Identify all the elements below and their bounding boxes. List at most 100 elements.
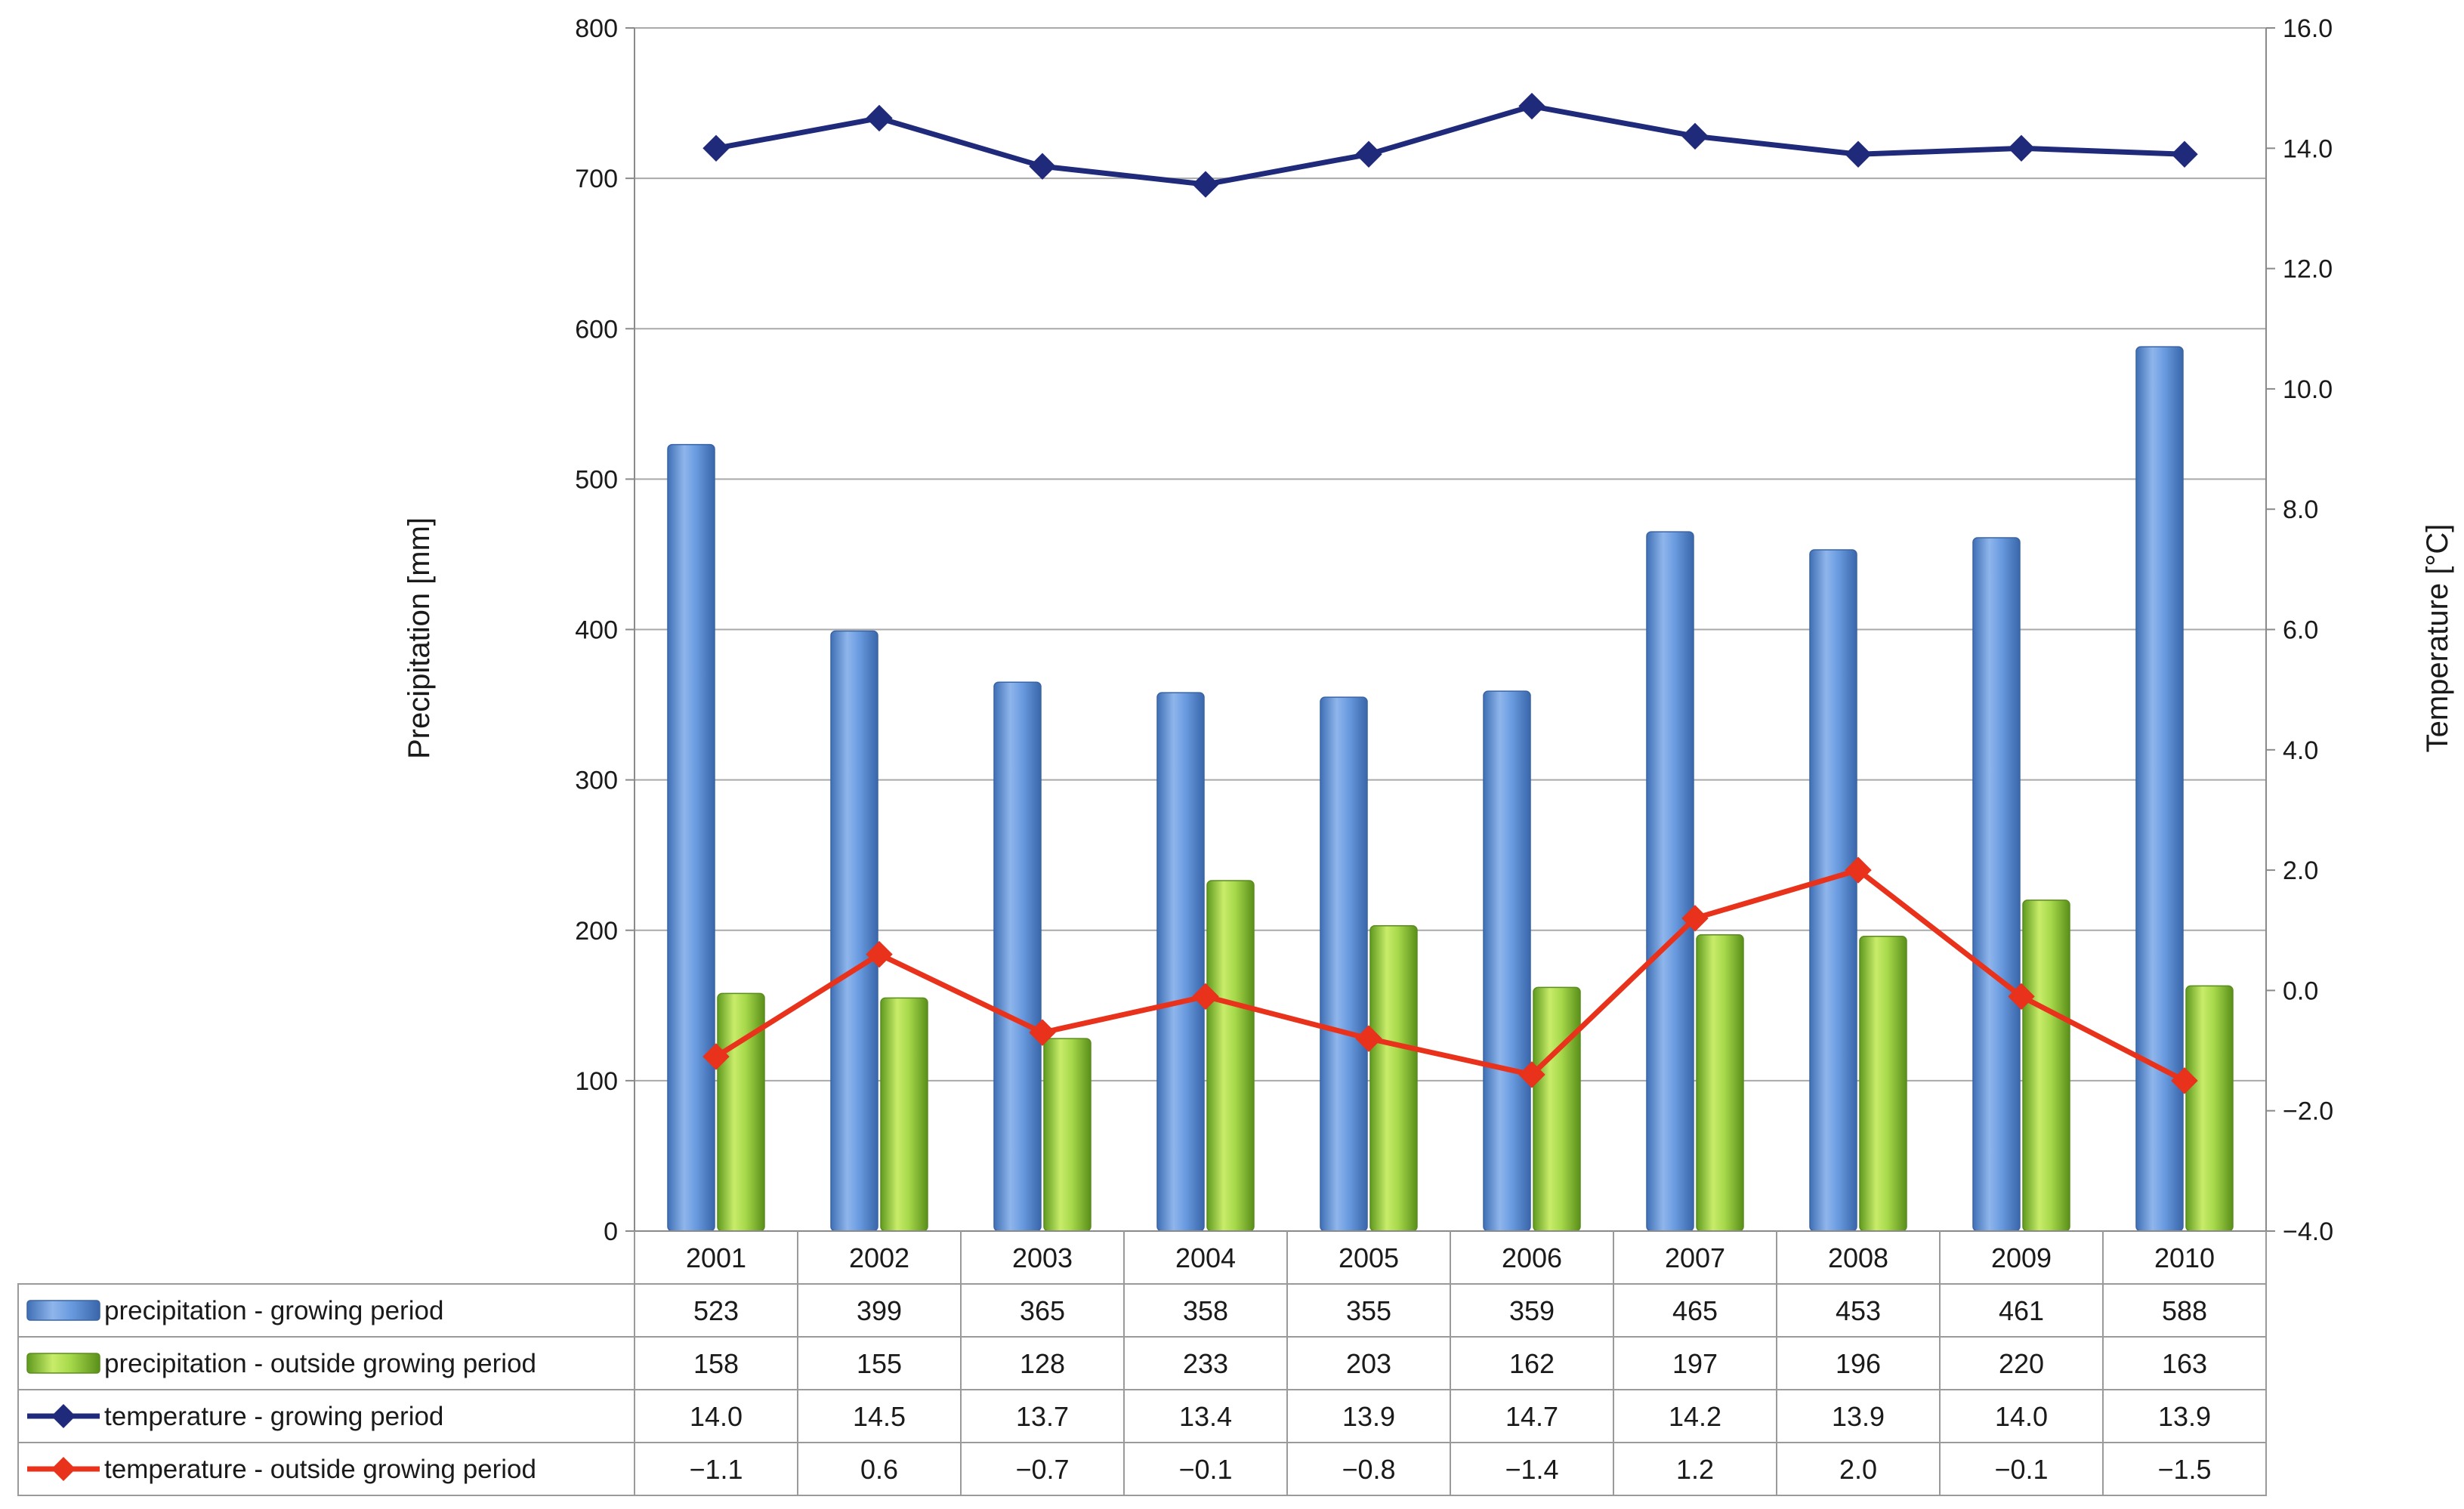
table-cell-value: 13.9	[2158, 1401, 2211, 1432]
y2-tick-label: 12.0	[2283, 255, 2333, 284]
table-cell-value: 196	[1836, 1348, 1881, 1379]
bar-growing-period	[667, 443, 715, 1232]
y-tick-label: 500	[575, 465, 618, 494]
y-tick-label: 800	[575, 14, 618, 43]
table-cell-value: −1.5	[2157, 1454, 2211, 1485]
bar-outside-growing-period	[880, 997, 928, 1232]
bar-outside-growing-period	[1369, 925, 1418, 1232]
x-category-label: 2007	[1665, 1242, 1725, 1273]
bar-outside-growing-period	[1696, 933, 1744, 1232]
table-cell-value: −0.1	[1994, 1454, 2048, 1485]
bar-outside-growing-period	[1043, 1038, 1092, 1232]
y-tick-label: 200	[575, 917, 618, 946]
table-cell-value: 14.0	[690, 1401, 743, 1432]
legend-key-growing-bar	[26, 1300, 100, 1321]
bars	[667, 346, 2234, 1232]
bar-growing-period	[1972, 537, 2021, 1232]
y2-tick-label: −4.0	[2283, 1217, 2333, 1246]
table-cell-value: 203	[1346, 1348, 1391, 1379]
bar-outside-growing-period	[1859, 935, 1907, 1232]
temp-growing-marker	[1681, 122, 1709, 150]
temp-outside-marker	[1681, 905, 1709, 932]
y2-tick-label: 16.0	[2283, 14, 2333, 43]
legend-label: temperature - outside growing period	[104, 1455, 536, 1484]
y2-tick-label: 14.0	[2283, 134, 2333, 163]
temp-growing-marker	[2008, 134, 2035, 162]
temp-outside-marker	[1355, 1025, 1382, 1052]
table-cell-value: 155	[857, 1348, 902, 1379]
legend-label: temperature - growing period	[104, 1402, 443, 1431]
legend-key-temp-outside-marker	[51, 1457, 76, 1481]
temp-outside-marker	[1518, 1061, 1545, 1088]
table-cell-value: 14.0	[1995, 1401, 2048, 1432]
data-table: 2001 2002 2003 2004 2005 2006 2007 2008 2009 2010…	[17, 1231, 2267, 1496]
temp-growing-marker	[1845, 140, 1872, 168]
y-tick-label: 700	[575, 165, 618, 193]
x-category-label: 2002	[849, 1242, 909, 1273]
bar-growing-period	[1809, 549, 1857, 1232]
table-cell-value: 359	[1509, 1295, 1555, 1326]
table-cell-value: 588	[2162, 1295, 2207, 1326]
bar-outside-growing-period	[1206, 880, 1255, 1232]
table-cell-value: 358	[1183, 1295, 1228, 1326]
lines	[702, 92, 2198, 1094]
table-cell-value: 14.5	[853, 1401, 906, 1432]
bar-outside-growing-period	[1533, 986, 1581, 1232]
table-cell-value: 163	[2162, 1348, 2207, 1379]
axes: 0 100 200 300 400 500 600 700 800 −4.0 −2.0 0.0 2.0 4…	[575, 14, 2333, 1246]
y2-axis-title: Temperature [°C]	[2421, 524, 2454, 753]
temp-outside-marker	[2008, 983, 2035, 1011]
temp-growing-marker	[702, 134, 730, 162]
table-cell-value: 523	[693, 1295, 739, 1326]
y-tick-label: 300	[575, 767, 618, 795]
bar-growing-period	[1156, 692, 1205, 1232]
table-cell-value: 13.9	[1832, 1401, 1885, 1432]
table-cell-value: 399	[857, 1295, 902, 1326]
x-category-label: 2004	[1175, 1242, 1236, 1273]
temp-growing-marker	[866, 104, 893, 132]
table-cell-value: 13.4	[1179, 1401, 1232, 1432]
y2-tick-label: 2.0	[2283, 856, 2318, 885]
table-cell-value: 2.0	[1839, 1454, 1877, 1485]
y-axis-title: Precipitation [mm]	[403, 517, 436, 759]
legend-label: precipitation - outside growing period	[104, 1349, 536, 1378]
temp-growing-line	[715, 103, 2185, 187]
table-cell-value: 162	[1509, 1348, 1555, 1379]
y2-tick-label: 8.0	[2283, 495, 2318, 524]
y2-tick-label: 10.0	[2283, 375, 2333, 404]
table-cell-value: 465	[1672, 1295, 1718, 1326]
temp-growing-marker	[1355, 140, 1382, 168]
temp-growing-marker	[1192, 171, 1219, 198]
y2-tick-label: 6.0	[2283, 616, 2318, 645]
x-category-label: 2001	[686, 1242, 746, 1273]
table-cell-value: −0.7	[1015, 1454, 1069, 1485]
y2-tick-label: −2.0	[2283, 1097, 2333, 1126]
table-cell-value: 0.6	[860, 1454, 898, 1485]
x-category-label: 2010	[2154, 1242, 2215, 1273]
temp-outside-marker	[702, 1043, 730, 1070]
temp-growing-marker	[1029, 153, 1056, 180]
temp-outside-marker	[2171, 1067, 2198, 1094]
y2-tick-label: 0.0	[2283, 977, 2318, 1005]
legend-label: precipitation - growing period	[104, 1296, 443, 1325]
table-cell-value: 128	[1020, 1348, 1065, 1379]
x-category-label: 2008	[1828, 1242, 1888, 1273]
bar-growing-period	[2135, 346, 2184, 1232]
temp-growing-marker	[1518, 92, 1545, 120]
table-cell-value: 220	[1999, 1348, 2044, 1379]
bar-outside-growing-period	[2185, 985, 2234, 1232]
x-category-label: 2009	[1991, 1242, 2052, 1273]
y-tick-label: 600	[575, 315, 618, 344]
y-tick-label: 400	[575, 616, 618, 645]
temp-outside-marker	[1192, 983, 1219, 1011]
temp-growing-marker	[2171, 140, 2198, 168]
legend-key-outside-bar	[26, 1353, 100, 1374]
table-cell-value: 233	[1183, 1348, 1228, 1379]
table-cell-value: 461	[1999, 1295, 2044, 1326]
temp-outside-marker	[1845, 856, 1872, 884]
table-cell-value: −0.1	[1178, 1454, 1232, 1485]
table-cell-value: 453	[1836, 1295, 1881, 1326]
y2-tick-label: 4.0	[2283, 736, 2318, 765]
table-cell-value: 197	[1672, 1348, 1718, 1379]
bar-growing-period	[830, 630, 878, 1232]
